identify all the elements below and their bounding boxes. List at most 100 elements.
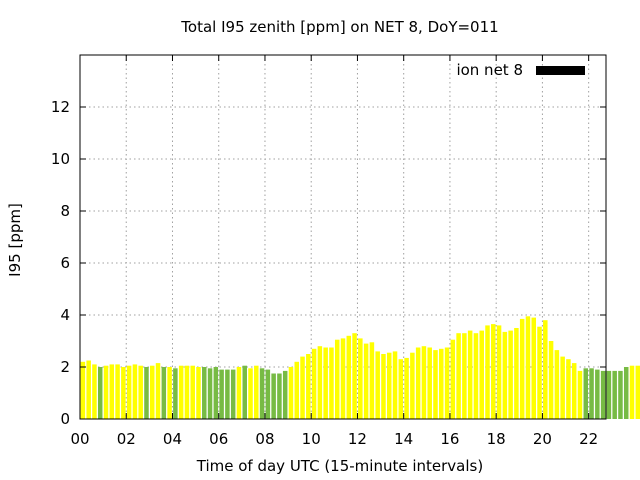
bar (571, 363, 577, 419)
bar (485, 325, 490, 419)
bar (184, 365, 190, 419)
x-tick-label: 14 (394, 430, 413, 448)
bar (242, 365, 247, 419)
bar (254, 365, 259, 419)
bar (178, 365, 184, 419)
x-tick-label: 02 (117, 430, 136, 448)
bar (427, 347, 432, 419)
bar (271, 373, 276, 419)
bar (311, 348, 317, 419)
bar (86, 360, 91, 419)
bar (248, 368, 253, 419)
bar (519, 318, 525, 419)
bar (155, 363, 161, 419)
bar (346, 335, 352, 419)
y-tick-label: 2 (60, 358, 70, 376)
y-tick-label: 0 (60, 410, 70, 428)
bars (80, 316, 640, 419)
bar (126, 365, 132, 419)
bar (138, 365, 143, 419)
bar (606, 370, 612, 419)
bar (103, 365, 109, 419)
bar (358, 338, 363, 419)
y-tick-label: 12 (51, 98, 70, 116)
bar (352, 333, 357, 419)
y-tick-label: 4 (60, 306, 70, 324)
bar (577, 370, 583, 419)
legend-swatch (536, 66, 585, 75)
bar (375, 351, 380, 419)
bar (225, 369, 230, 419)
bar (288, 367, 294, 419)
bar (265, 369, 271, 419)
bar (635, 365, 640, 419)
bar (554, 350, 560, 419)
bar (398, 359, 404, 419)
x-tick-label: 18 (487, 430, 506, 448)
bar (282, 370, 288, 419)
x-tick-label: 20 (533, 430, 552, 448)
bar (525, 316, 531, 419)
bar (173, 368, 178, 419)
bar (277, 373, 282, 419)
bar (207, 368, 213, 419)
bar (566, 359, 571, 419)
bar (623, 367, 629, 419)
bar (329, 347, 334, 419)
bar (300, 356, 305, 419)
bar (144, 367, 149, 419)
bar (479, 330, 484, 419)
bar (167, 367, 172, 419)
bar (629, 365, 635, 419)
bar (496, 325, 502, 419)
y-tick-label: 10 (51, 150, 70, 168)
bar (583, 368, 589, 419)
bar (381, 354, 386, 419)
plot-frame (79, 54, 607, 420)
bar (259, 368, 265, 419)
legend-label: ion net 8 (456, 61, 523, 79)
bar (450, 339, 456, 419)
x-tick-label: 12 (348, 430, 367, 448)
bar (612, 370, 617, 419)
x-ticks: 00 02 04 06 08 10 12 14 16 18 20 22 (70, 55, 598, 448)
bar (334, 339, 340, 419)
bar (317, 346, 323, 419)
bar (444, 347, 450, 419)
bar (508, 330, 513, 419)
bar (190, 365, 195, 419)
x-tick-label: 16 (440, 430, 459, 448)
bar (386, 352, 392, 419)
y-ticks: 0 2 4 6 8 10 12 (51, 98, 606, 428)
bar (531, 317, 536, 419)
bar (132, 364, 138, 419)
bar (514, 328, 519, 419)
bar (473, 333, 479, 419)
legend: ion net 8 (456, 61, 585, 79)
bar (121, 367, 126, 419)
x-tick-label: 04 (163, 430, 182, 448)
bar (323, 347, 328, 419)
x-tick-label: 00 (70, 430, 89, 448)
bar (97, 367, 103, 419)
bar (115, 364, 120, 419)
bar (548, 341, 554, 419)
bar (340, 338, 346, 419)
bar (600, 370, 606, 419)
bar (595, 369, 600, 419)
bar (219, 369, 224, 419)
bar (196, 367, 201, 419)
bar (543, 320, 548, 419)
bar (392, 351, 398, 419)
bar (109, 364, 115, 419)
y-tick-label: 6 (60, 254, 70, 272)
bar (80, 361, 86, 419)
bar (439, 348, 444, 419)
bar (462, 333, 467, 419)
y-axis-label: I95 [ppm] (6, 203, 24, 277)
x-tick-label: 10 (302, 430, 321, 448)
y-tick-label: 8 (60, 202, 70, 220)
bar (369, 342, 375, 419)
x-tick-label: 06 (209, 430, 228, 448)
